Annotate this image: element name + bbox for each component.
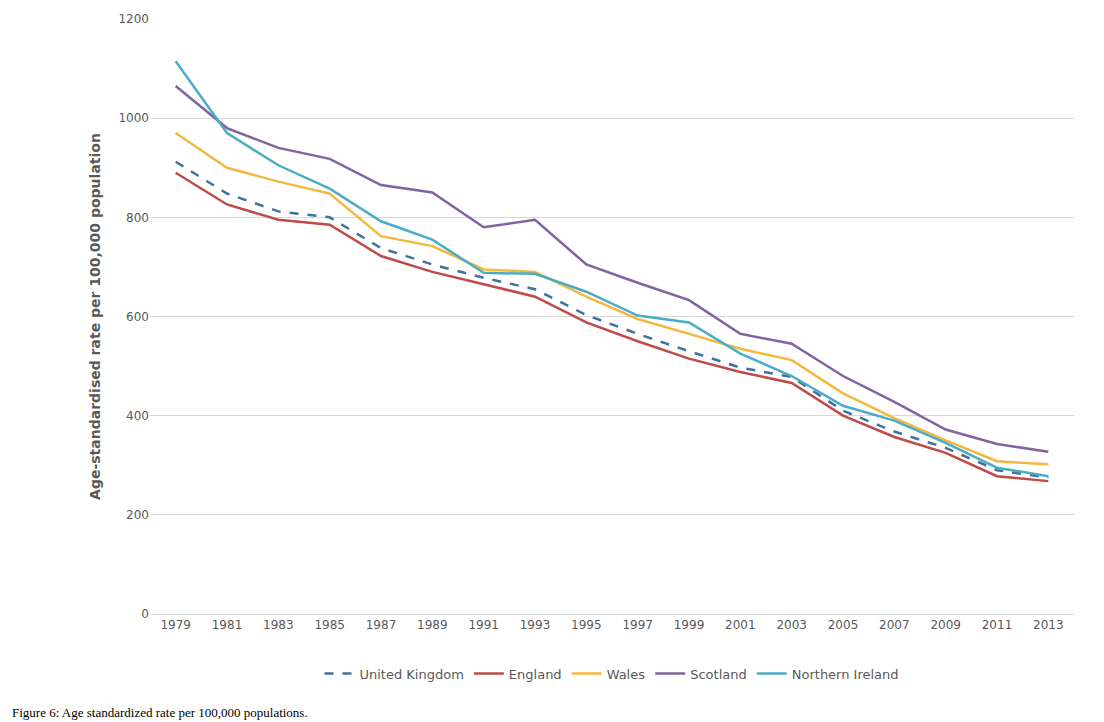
svg-text:400: 400 (126, 409, 149, 423)
svg-text:1991: 1991 (468, 618, 499, 632)
svg-text:600: 600 (126, 310, 149, 324)
svg-text:United Kingdom: United Kingdom (360, 667, 464, 682)
svg-text:2011: 2011 (982, 618, 1013, 632)
svg-text:1997: 1997 (622, 618, 653, 632)
svg-text:1979: 1979 (160, 618, 191, 632)
svg-text:1200: 1200 (118, 12, 149, 26)
svg-text:Wales: Wales (607, 667, 646, 682)
svg-text:1981: 1981 (212, 618, 243, 632)
svg-text:Figure 6: Age standardized rat: Figure 6: Age standardized rate per 100,… (12, 705, 308, 720)
svg-text:1999: 1999 (674, 618, 705, 632)
svg-text:2009: 2009 (930, 618, 961, 632)
svg-text:1987: 1987 (366, 618, 397, 632)
svg-text:1000: 1000 (118, 111, 149, 125)
svg-text:1993: 1993 (520, 618, 551, 632)
svg-text:1983: 1983 (263, 618, 294, 632)
svg-text:1995: 1995 (571, 618, 602, 632)
svg-text:200: 200 (126, 508, 149, 522)
svg-text:2013: 2013 (1033, 618, 1064, 632)
svg-text:2007: 2007 (879, 618, 910, 632)
svg-text:2001: 2001 (725, 618, 756, 632)
svg-text:Age-standardised rate per 100,: Age-standardised rate per 100,000 popula… (87, 133, 103, 500)
svg-text:0: 0 (141, 607, 149, 621)
svg-text:England: England (509, 667, 562, 682)
svg-text:Northern Ireland: Northern Ireland (792, 667, 899, 682)
svg-text:Scotland: Scotland (690, 667, 747, 682)
svg-text:2003: 2003 (776, 618, 807, 632)
svg-text:1985: 1985 (314, 618, 345, 632)
svg-text:1989: 1989 (417, 618, 448, 632)
svg-text:800: 800 (126, 211, 149, 225)
svg-text:2005: 2005 (828, 618, 859, 632)
